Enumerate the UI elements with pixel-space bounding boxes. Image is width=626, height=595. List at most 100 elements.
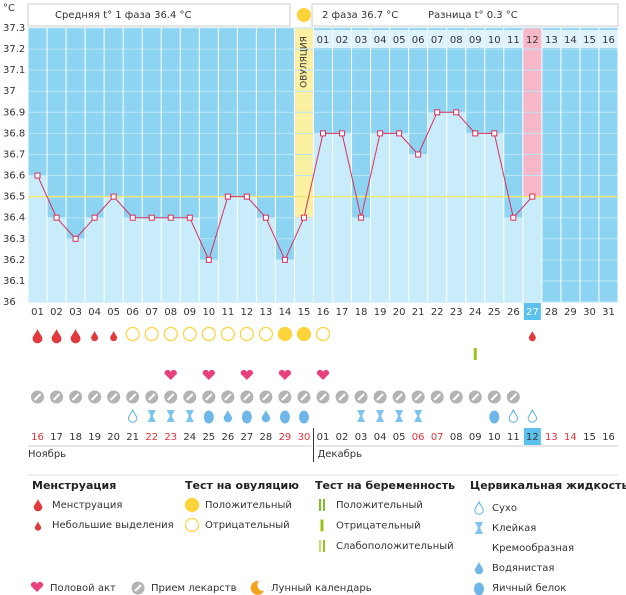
date-label: 10 (488, 432, 501, 443)
x-tick-label: 30 (583, 307, 596, 318)
pill-stripe (509, 393, 518, 401)
pill-stripe (395, 393, 403, 401)
temp-point (110, 193, 117, 200)
drop-icon (528, 331, 536, 342)
phase2-day-label: 12 (526, 35, 539, 46)
drop-icon (110, 331, 118, 342)
temp-point (453, 109, 460, 116)
legend-item: Сухо (492, 503, 517, 514)
legend-item: Водянистая (492, 563, 554, 574)
legend-item: Прием лекарств (151, 583, 237, 594)
cervical-icon (241, 410, 252, 424)
cervical-icon (489, 410, 500, 424)
temp-column (408, 154, 428, 302)
pill-stripe (376, 393, 384, 401)
temp-column (66, 238, 86, 302)
preg-test-icon (323, 540, 325, 552)
phase2-day-label: 01 (317, 35, 330, 46)
phase2-day-cell (485, 30, 504, 48)
phase2-day-cell (542, 30, 561, 48)
pill-stripe (148, 393, 156, 401)
drop-icon (33, 499, 43, 512)
temp-point (129, 214, 136, 221)
month-label: Декабрь (317, 449, 362, 460)
x-tick-label: 13 (260, 307, 273, 318)
drop-icon (32, 329, 43, 344)
y-tick-label: 37.2 (3, 44, 25, 55)
header-box (27, 3, 291, 27)
temp-column (199, 259, 219, 302)
phase2-day-label: 03 (355, 35, 368, 46)
phase2-day-cell (333, 30, 352, 48)
current-day-box (523, 303, 541, 320)
temp-column (389, 133, 409, 302)
drop-icon (474, 500, 484, 515)
column-bg (598, 28, 618, 302)
pill-stripe (52, 393, 61, 401)
date-label: 26 (221, 432, 234, 443)
ovulation-test-icon (144, 326, 159, 342)
temp-point (72, 235, 79, 242)
x-tick-label: 16 (317, 307, 330, 318)
drop-icon (474, 562, 484, 575)
heart-icon (202, 369, 215, 380)
date-label: 16 (602, 432, 615, 443)
temp-column (237, 196, 257, 302)
date-label: 15 (583, 432, 596, 443)
date-label: 17 (50, 432, 63, 443)
temp-point (396, 130, 403, 137)
x-tick-label: 10 (202, 307, 215, 318)
temp-column (142, 217, 162, 302)
column-bg (199, 28, 219, 302)
legend-item: Отрицательный (336, 521, 421, 532)
ovulation-test-icon (296, 326, 312, 342)
phase2-day-cell (504, 30, 523, 48)
legend-item: Кремообразная (492, 543, 574, 554)
temp-point (224, 193, 231, 200)
phase2-day-label: 16 (602, 35, 615, 46)
unit-label: °C (3, 3, 15, 14)
pill-stripe (414, 393, 422, 401)
ovulation-test-icon (315, 326, 331, 342)
temp-column (123, 217, 143, 302)
pill-stripe (300, 393, 308, 401)
legend-title: Тест на беременность (315, 479, 455, 492)
x-tick-label: 19 (374, 307, 387, 318)
temp-column (85, 217, 105, 302)
date-label: 16 (31, 432, 44, 443)
drop-icon (261, 410, 271, 423)
date-label: 03 (355, 432, 368, 443)
temp-point (358, 214, 365, 221)
y-tick-label: 36.4 (3, 213, 25, 224)
phase2-day-label: 10 (488, 35, 501, 46)
y-tick-label: 36.5 (3, 192, 25, 203)
y-tick-label: 36.7 (3, 149, 25, 160)
ovulation-label: ОВУЛЯЦИЯ (299, 36, 309, 88)
date-label: 08 (450, 432, 463, 443)
date-label: 25 (202, 432, 215, 443)
phase2-day-cell (523, 30, 542, 48)
preg-test-icon (319, 499, 321, 511)
month-label: Ноябрь (28, 449, 66, 460)
heart-icon (278, 369, 292, 380)
cervical-icon (376, 410, 385, 422)
preg-test-icon (319, 540, 321, 552)
date-label: 29 (279, 432, 292, 443)
x-tick-label: 14 (279, 307, 292, 318)
cervical-icon (279, 410, 290, 424)
y-tick-label: 36.1 (3, 276, 25, 287)
legend-item: Лунный календарь (271, 583, 372, 594)
cervical-icon (298, 410, 309, 424)
phase2-day-cell (466, 30, 485, 48)
temp-point (300, 214, 307, 221)
cervical-icon (316, 411, 327, 423)
phase2-day-label: 04 (374, 35, 387, 46)
date-label: 18 (69, 432, 82, 443)
drop-icon (70, 329, 81, 344)
phase1-text: Средняя t° 1 фаза 36.4 °C (55, 10, 192, 21)
temp-point (377, 130, 384, 137)
temp-column (256, 217, 276, 302)
temp-point (320, 130, 326, 137)
phase2-day-label: 09 (469, 35, 482, 46)
